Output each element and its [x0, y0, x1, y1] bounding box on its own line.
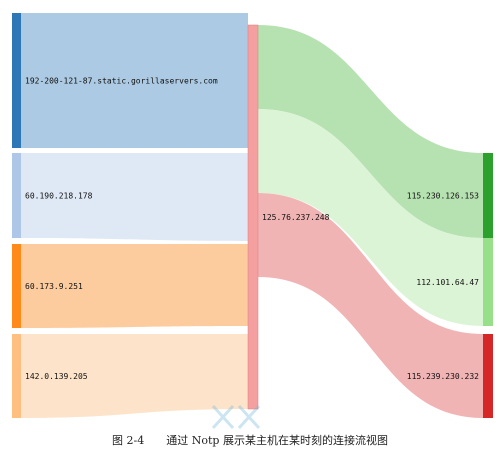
flow-band-dst_115_239	[258, 193, 483, 418]
nodes	[12, 13, 493, 418]
flow-band-src_142	[21, 334, 248, 418]
flow-band-dst_112	[258, 109, 483, 326]
node-src_142	[12, 334, 21, 418]
label-src_60_190: 60.190.218.178	[25, 192, 93, 201]
label-src_192: 192-200-121-87.static.gorillaservers.com	[25, 77, 218, 86]
watermark-logo-icon	[211, 404, 261, 430]
node-src_60_190	[12, 153, 21, 238]
node-labels: 192-200-121-87.static.gorillaservers.com…	[25, 77, 479, 382]
label-hub: 125.76.237.248	[262, 213, 330, 222]
label-dst_115_239: 115.239.230.232	[407, 372, 479, 381]
node-src_60_173	[12, 244, 21, 328]
node-dst_115_239	[483, 334, 493, 418]
node-dst_115_230	[483, 153, 493, 238]
flow-band-src_60_173	[21, 244, 248, 328]
label-dst_115_230: 115.230.126.153	[407, 192, 479, 201]
outbound-flows	[258, 25, 483, 418]
node-hub	[247, 24, 259, 410]
node-src_192	[12, 13, 21, 148]
figure-number: 图 2-4	[112, 434, 145, 447]
flow-band-dst_115_230	[258, 25, 483, 238]
label-dst_112: 112.101.64.47	[416, 278, 479, 287]
sankey-diagram: 192-200-121-87.static.gorillaservers.com…	[12, 13, 493, 418]
node-dst_112	[483, 238, 493, 326]
flow-band-src_60_190	[21, 153, 248, 241]
flow-band-src_192	[21, 13, 248, 148]
inbound-flows	[21, 13, 248, 418]
figure-caption: 图 2-4 通过 Notp 展示某主机在某时刻的连接流视图	[0, 432, 500, 448]
figure-title: 通过 Notp 展示某主机在某时刻的连接流视图	[166, 434, 388, 447]
label-src_142: 142.0.139.205	[25, 372, 88, 381]
label-src_60_173: 60.173.9.251	[25, 282, 83, 291]
